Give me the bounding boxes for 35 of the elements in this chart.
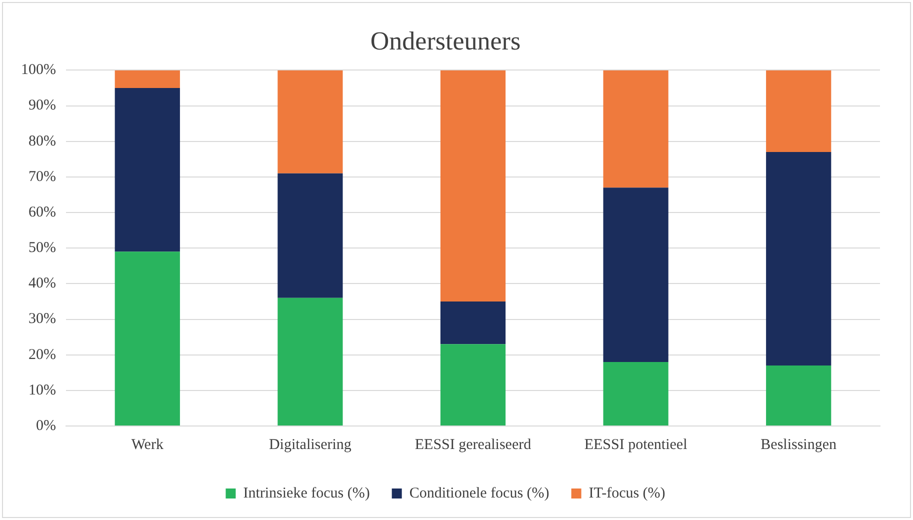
x-tick-label: Digitalisering — [268, 436, 352, 453]
y-tick-label: 30% — [28, 311, 56, 328]
bar — [440, 344, 506, 426]
bar — [603, 70, 668, 188]
x-tick-label: EESSI potentieel — [584, 436, 688, 453]
x-tick-label: EESSI gerealiseerd — [414, 436, 532, 453]
bar — [114, 88, 180, 252]
y-tick-label: 100% — [20, 62, 56, 78]
bar — [766, 366, 832, 426]
bar — [603, 188, 668, 362]
bar — [603, 362, 668, 426]
y-tick-label: 40% — [28, 276, 56, 292]
bar — [278, 70, 343, 174]
bar — [114, 70, 180, 88]
legend-label: IT-focus (%) — [588, 485, 666, 502]
y-tick-label: 10% — [28, 382, 56, 398]
bar — [278, 298, 343, 426]
y-tick-label: 50% — [28, 240, 56, 256]
bar — [278, 173, 343, 298]
legend-label: Intrinsieke focus (%) — [243, 485, 370, 502]
y-tick-label: 0% — [36, 418, 56, 434]
chart-title: Ondersteuners — [370, 26, 521, 56]
y-tick-label: 60% — [28, 204, 56, 220]
legend-label: Conditionele focus (%) — [409, 485, 550, 502]
bar — [114, 252, 180, 426]
x-tick-label: Beslissingen — [760, 436, 838, 453]
bar — [440, 70, 506, 302]
y-tick-label: 20% — [28, 346, 56, 363]
y-tick-label: 90% — [28, 98, 56, 114]
bar — [766, 152, 832, 366]
bar — [440, 301, 506, 344]
y-tick-label: 80% — [28, 133, 56, 150]
x-tick-label: Werk — [131, 436, 164, 453]
y-tick-label: 70% — [28, 168, 56, 185]
bar — [766, 70, 832, 152]
